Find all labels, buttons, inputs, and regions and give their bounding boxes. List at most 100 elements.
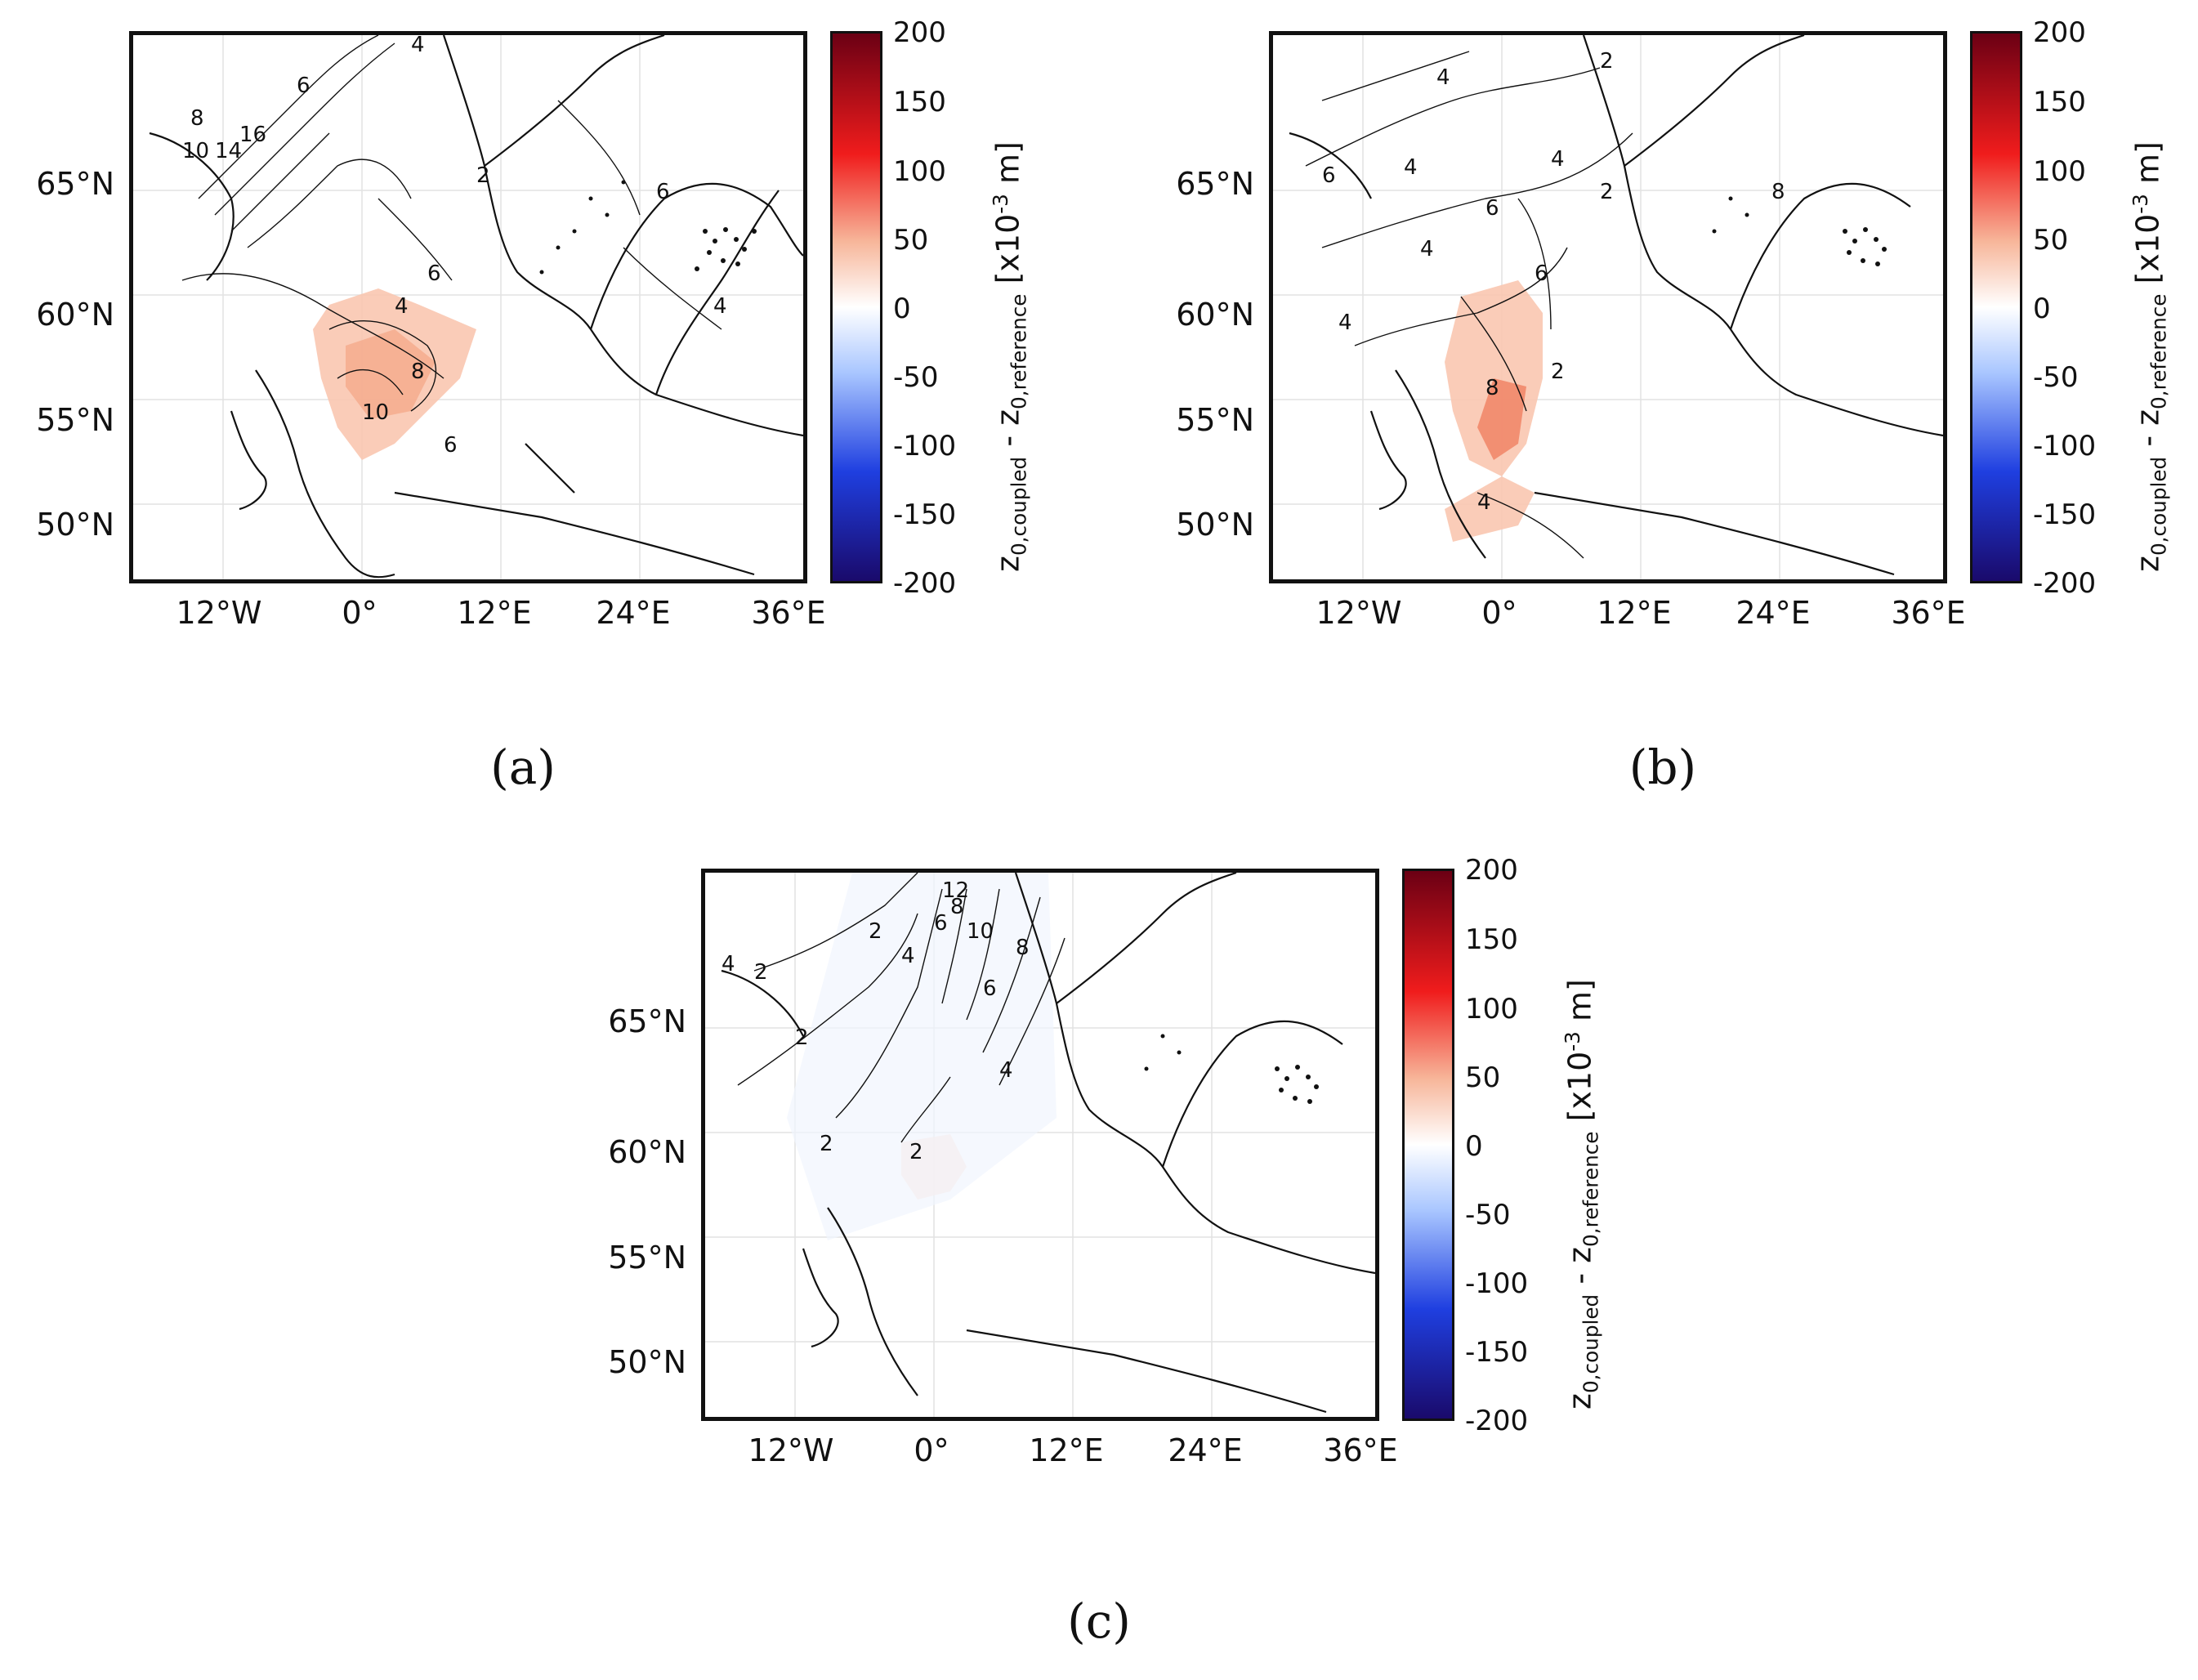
contour-label: 14	[215, 139, 242, 163]
lat-label: 55°N	[36, 402, 114, 438]
colorbar-tick: 0	[893, 293, 911, 325]
contour-label: 2	[1600, 180, 1614, 204]
colorbar-tick: 200	[893, 16, 946, 49]
contour-label: 8	[411, 360, 425, 384]
contour-label: 4	[411, 35, 425, 57]
map-a: 4 6 8 10 14 16 2 4 6 8 10 6 6 4	[129, 31, 807, 583]
lat-label: 50°N	[608, 1344, 686, 1380]
colorbar-tick: 100	[1465, 993, 1518, 1025]
contour-label: 2	[1600, 49, 1614, 74]
contour-label: 6	[1535, 261, 1548, 286]
colorbar-tick: -100	[893, 430, 957, 462]
panel-caption: (c)	[1067, 1593, 1131, 1649]
colorbar-tick: 50	[893, 224, 929, 257]
contour-label: 12	[942, 878, 969, 903]
panel-caption: (a)	[490, 739, 556, 795]
contour-label: 2	[476, 163, 490, 188]
map-a-graphic: 4 6 8 10 14 16 2 4 6 8 10 6 6 4	[133, 35, 803, 579]
lon-label: 24°E	[596, 595, 671, 631]
colorbar-tick: 150	[1465, 923, 1518, 956]
contour-label: 4	[1551, 147, 1565, 172]
lat-label: 60°N	[608, 1134, 686, 1170]
contour-label: 6	[983, 976, 997, 1001]
contour-label: 2	[754, 960, 768, 985]
colorbar-tick: -150	[893, 498, 957, 531]
lon-label: 12°W	[748, 1432, 834, 1468]
contour-label: 10	[182, 139, 209, 163]
contour-label: 8	[1485, 376, 1499, 400]
colorbar-tick: -200	[893, 567, 957, 600]
colorbar-tick: 0	[2033, 293, 2051, 325]
lon-label: 36°E	[751, 595, 826, 631]
colorbar-tick: -150	[1465, 1336, 1529, 1369]
contour-label: 2	[869, 919, 882, 944]
lon-label: 12°W	[1316, 595, 1402, 631]
contour-label: 6	[1485, 196, 1499, 221]
contour-label: 8	[1771, 180, 1785, 204]
colorbar-c	[1402, 869, 1454, 1421]
lon-label: 12°E	[1029, 1432, 1104, 1468]
lon-label: 12°E	[457, 595, 532, 631]
contour-label: 6	[427, 261, 441, 286]
colorbar-tick: 100	[2033, 155, 2086, 188]
contour-label: 2	[820, 1132, 833, 1156]
lon-label: 36°E	[1891, 595, 1966, 631]
map-b-graphic: 4 6 2 4 6 4 2 4 6 8 4 8 2 4	[1273, 35, 1943, 579]
contour-label: 6	[297, 74, 310, 98]
colorbar-tick: -50	[1465, 1199, 1511, 1231]
colorbar-tick: -150	[2033, 498, 2097, 531]
colorbar-tick: -200	[1465, 1405, 1529, 1437]
contour-label: 2	[795, 1025, 809, 1050]
lon-label: 12°E	[1597, 595, 1672, 631]
panel-c: 2 4 2 2 4 6 8 10 12 6 8 2 4 2 65°N 60°N …	[564, 838, 1642, 1680]
contour-label: 6	[1322, 163, 1336, 188]
colorbar-tick: -50	[893, 361, 939, 394]
contour-label: 4	[1338, 311, 1352, 335]
panel-a: 4 6 8 10 14 16 2 4 6 8 10 6 6 4 65°N 60°…	[0, 0, 1099, 817]
contour-label: 6	[656, 180, 670, 204]
lon-label: 36°E	[1323, 1432, 1398, 1468]
colorbar-tick: 50	[1465, 1061, 1501, 1094]
contour-label: 4	[721, 952, 735, 976]
lon-label: 0°	[914, 1432, 949, 1468]
colorbar-tick: -200	[2033, 567, 2097, 600]
contour-label: 10	[967, 919, 994, 944]
panel-b: 4 6 2 4 6 4 2 4 6 8 4 8 2 4 65°N 60°N 55…	[1140, 0, 2198, 817]
contour-label: 8	[950, 895, 964, 919]
lat-label: 50°N	[36, 507, 114, 543]
contour-label: 8	[1016, 936, 1030, 960]
colorbar-tick: 150	[2033, 86, 2086, 118]
colorbar-tick: 200	[2033, 16, 2086, 49]
contour-label: 4	[395, 294, 409, 319]
map-c: 2 4 2 2 4 6 8 10 12 6 8 2 4 2	[701, 869, 1379, 1421]
contour-label: 16	[239, 123, 266, 147]
contour-label: 4	[901, 944, 915, 968]
contour-label: 4	[1477, 490, 1491, 515]
colorbar-tick: 100	[893, 155, 946, 188]
contour-label: 8	[190, 106, 204, 131]
contour-label: 4	[713, 294, 727, 319]
colorbar-tick: 0	[1465, 1130, 1483, 1163]
colorbar-tick: 150	[893, 86, 946, 118]
contour-label: 2	[1551, 360, 1565, 384]
colorbar-label: z0,coupled - z0,reference [x10-3 m]	[2129, 141, 2171, 572]
contour-label: 2	[909, 1140, 923, 1164]
lon-label: 24°E	[1736, 595, 1811, 631]
lat-label: 65°N	[608, 1003, 686, 1039]
colorbar-tick: -100	[2033, 430, 2097, 462]
panel-caption: (b)	[1628, 739, 1697, 795]
contour-label: 4	[1404, 155, 1418, 180]
colorbar-label: z0,coupled - z0,reference [x10-3 m]	[1561, 979, 1603, 1410]
lon-label: 24°E	[1168, 1432, 1243, 1468]
colorbar-tick: 50	[2033, 224, 2069, 257]
lon-label: 0°	[1481, 595, 1517, 631]
lat-label: 65°N	[36, 166, 114, 202]
lat-label: 65°N	[1176, 166, 1254, 202]
colorbar-label: z0,coupled - z0,reference [x10-3 m]	[989, 141, 1031, 572]
map-b: 4 6 2 4 6 4 2 4 6 8 4 8 2 4	[1269, 31, 1947, 583]
lat-label: 55°N	[1176, 402, 1254, 438]
contour-label: 10	[362, 400, 389, 425]
contour-label: 4	[1420, 237, 1434, 261]
colorbar-tick: 200	[1465, 854, 1518, 887]
lat-label: 55°N	[608, 1240, 686, 1276]
